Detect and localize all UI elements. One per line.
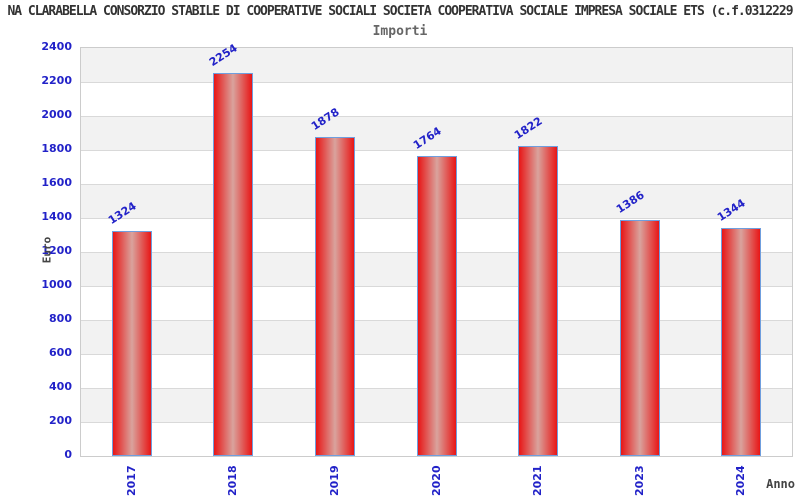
- bar-2018: [213, 72, 254, 456]
- y-axis-title: Euro: [40, 236, 54, 264]
- bar-2017: [111, 230, 152, 456]
- y-tick-label: 1200: [41, 244, 72, 257]
- plot-band: [81, 48, 792, 82]
- y-tick-label: 2400: [41, 40, 72, 53]
- y-tick-label: 1400: [41, 210, 72, 223]
- y-tick-label: 400: [49, 380, 72, 393]
- x-tick-label: 2023: [632, 465, 646, 496]
- x-tick-label: 2024: [734, 465, 748, 496]
- y-tick-label: 2200: [41, 74, 72, 87]
- bar-2024: [721, 227, 762, 456]
- plot-area: 1324 2254 1878 1764 1822 1386 1344: [80, 41, 793, 457]
- chart-subtitle: Importi: [372, 24, 428, 39]
- plot-band: [81, 116, 792, 150]
- y-tick-label: 800: [49, 312, 72, 325]
- y-tick-label: 2000: [41, 108, 72, 121]
- x-tick-label: 2018: [226, 465, 240, 496]
- x-axis-title: Anno: [766, 477, 795, 491]
- bar-2019: [314, 136, 355, 456]
- y-tick-label: 1600: [41, 176, 72, 189]
- x-tick-label: 2021: [531, 465, 545, 496]
- bar-2021: [518, 146, 559, 456]
- bar-2023: [619, 220, 660, 456]
- y-tick-label: 200: [49, 414, 72, 427]
- y-tick-label: 1800: [41, 142, 72, 155]
- x-tick-label: 2019: [327, 465, 341, 496]
- y-tick-label: 0: [64, 448, 72, 461]
- y-tick-label: 1000: [41, 278, 72, 291]
- y-tick-label: 600: [49, 346, 72, 359]
- chart-title-row: NA CLARABELLA CONSORZIO STABILE DI COOPE…: [0, 4, 800, 22]
- bar-2020: [416, 156, 457, 456]
- x-tick-label: 2017: [124, 465, 138, 496]
- x-tick-label: 2020: [429, 465, 443, 496]
- chart-title: NA CLARABELLA CONSORZIO STABILE DI COOPE…: [7, 4, 793, 19]
- plot-band: [81, 82, 792, 116]
